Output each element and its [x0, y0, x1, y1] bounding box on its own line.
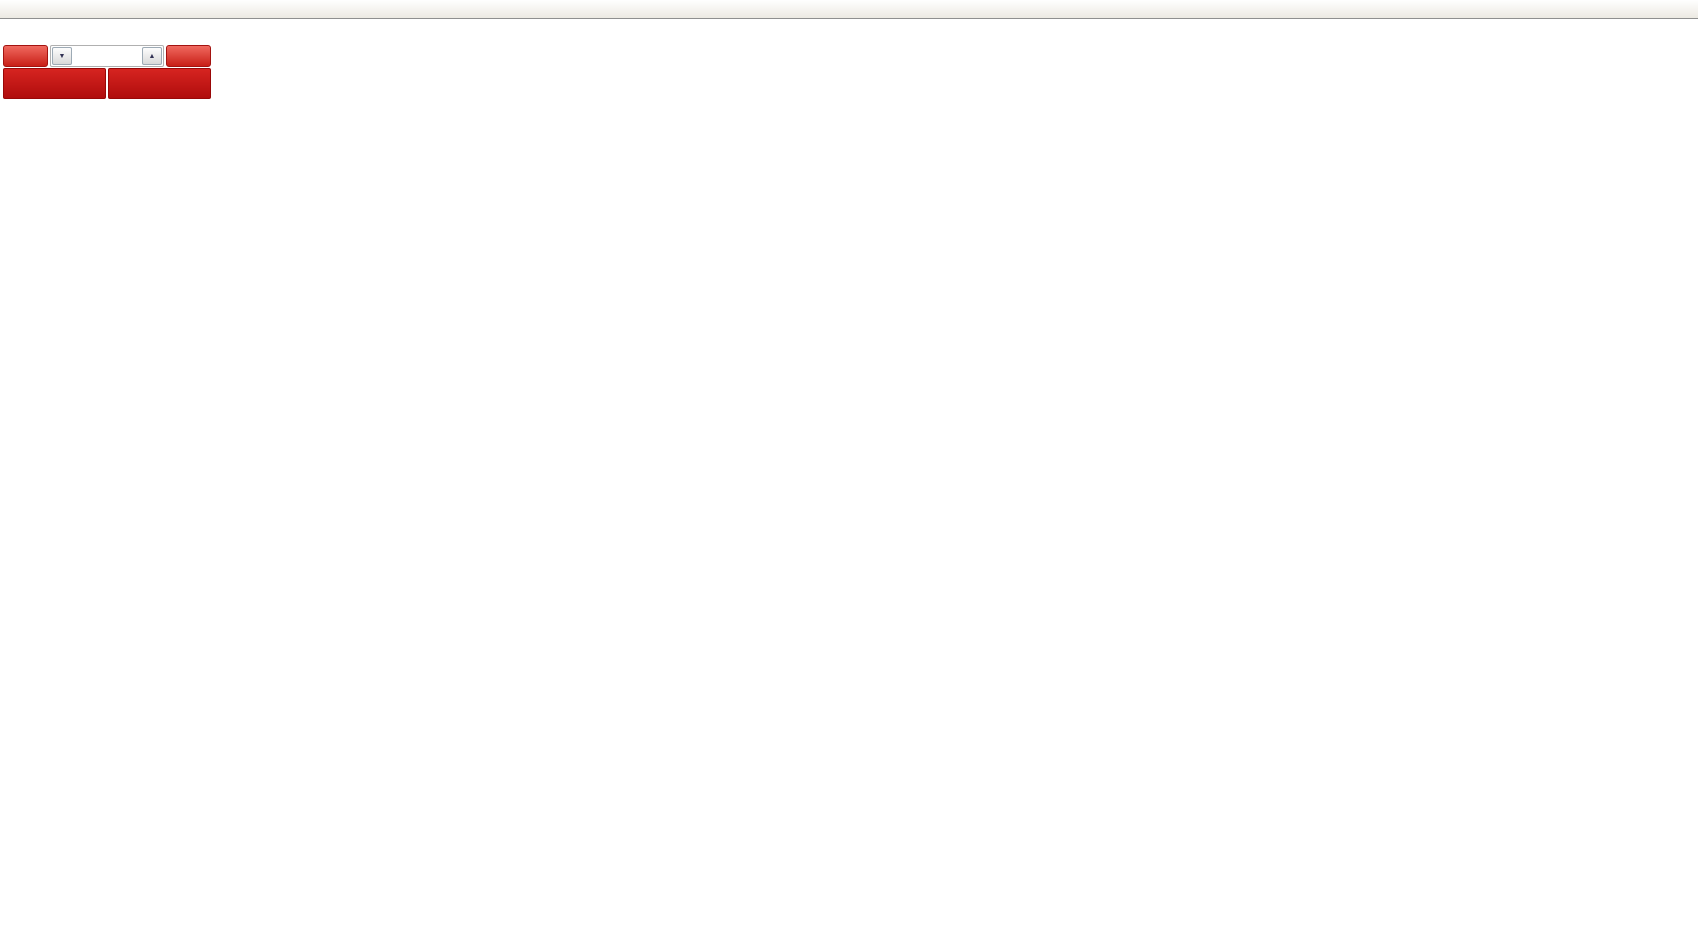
buy-price-display[interactable] [108, 68, 211, 99]
volume-decrease-button[interactable]: ▼ [52, 47, 72, 65]
sell-button[interactable] [3, 45, 48, 67]
volume-stepper[interactable]: ▼ ▲ [50, 45, 164, 67]
one-click-trade-panel: ▼ ▲ [3, 45, 211, 99]
sell-price-display[interactable] [3, 68, 106, 99]
buy-button[interactable] [166, 45, 211, 67]
volume-increase-button[interactable]: ▲ [142, 47, 162, 65]
main-toolbar [0, 0, 1698, 19]
